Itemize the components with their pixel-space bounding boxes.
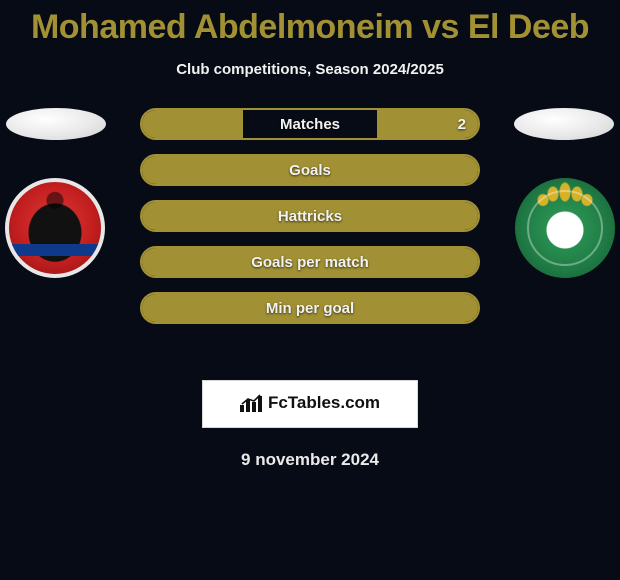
right-team-crest <box>515 178 615 278</box>
stat-bar: Hattricks <box>140 200 480 232</box>
subtitle: Club competitions, Season 2024/2025 <box>0 61 620 78</box>
stat-label: Matches <box>142 110 478 138</box>
brand-box: FcTables.com <box>202 380 418 428</box>
footer-date: 9 november 2024 <box>0 450 620 470</box>
stat-bars: Matches2 Goals Hattricks Goals per match Min… <box>140 108 480 324</box>
stat-label: Hattricks <box>142 202 478 230</box>
left-player-photo <box>6 108 106 140</box>
right-side <box>510 108 620 358</box>
stat-bar: Min per goal <box>140 292 480 324</box>
stat-label: Goals <box>142 156 478 184</box>
comparison-area: Matches2 Goals Hattricks Goals per match Min… <box>0 108 620 368</box>
stat-bar: Matches2 <box>140 108 480 140</box>
stat-label: Min per goal <box>142 294 478 322</box>
stat-label: Goals per match <box>142 248 478 276</box>
stat-bar: Goals per match <box>140 246 480 278</box>
stat-bar: Goals <box>140 154 480 186</box>
left-team-crest <box>5 178 105 278</box>
right-player-photo <box>514 108 614 140</box>
left-side <box>0 108 110 358</box>
stat-value-right: 2 <box>458 110 466 138</box>
brand-text: FcTables.com <box>268 393 380 413</box>
chart-icon <box>240 394 262 412</box>
page-title: Mohamed Abdelmoneim vs El Deeb <box>0 0 620 47</box>
